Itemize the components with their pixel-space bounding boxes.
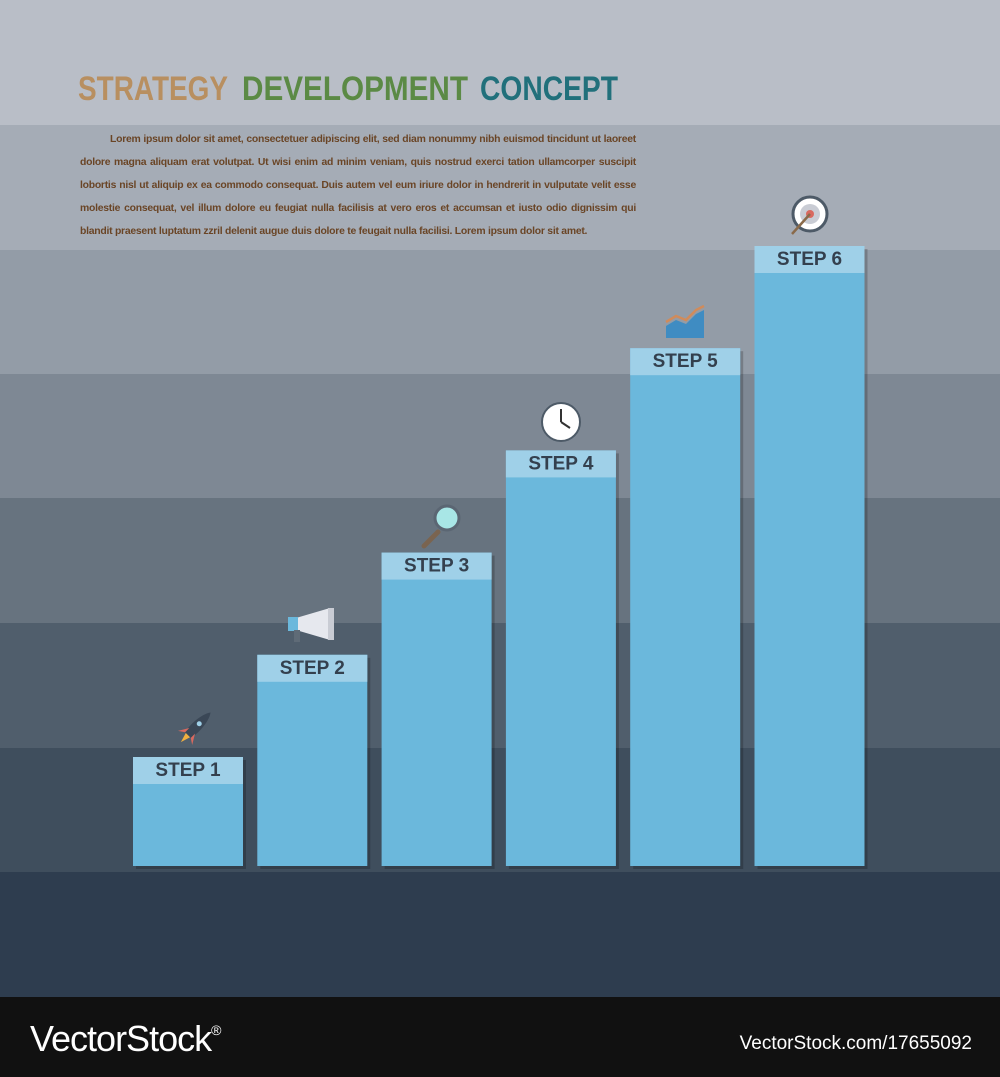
- step-label: STEP 1: [155, 760, 221, 781]
- rocket-icon: [178, 712, 211, 745]
- footer: VectorStock® VectorStock.com/17655092: [30, 1018, 972, 1059]
- step-header: [754, 246, 865, 273]
- step-header: [257, 654, 368, 682]
- icons: [178, 195, 829, 745]
- clock-icon: [541, 402, 581, 442]
- step-label: STEP 6: [777, 249, 842, 270]
- chart-icon: [665, 304, 705, 338]
- brand-mark: ®: [211, 1022, 222, 1038]
- magnifier-icon: [421, 504, 461, 549]
- step-bar: [754, 246, 865, 866]
- step-label: STEP 4: [528, 453, 594, 474]
- body-text: Lorem ipsum dolor sit amet, consectetuer…: [80, 134, 636, 237]
- step-header: [133, 757, 243, 784]
- step-bar: [381, 552, 492, 866]
- image-id: VectorStock.com/17655092: [740, 1033, 972, 1054]
- step-header: [505, 450, 616, 478]
- steps: STEP 1 STEP 2 STEP 3 STEP 4 STEP 5 STEP 6: [133, 246, 868, 869]
- step-header: [381, 552, 492, 580]
- step-label: STEP 2: [280, 658, 345, 679]
- step-label: STEP 3: [404, 556, 469, 577]
- title-part: DEVELOPMENT: [242, 70, 468, 108]
- step-label: STEP 5: [653, 351, 719, 372]
- title-part: STRATEGY: [78, 70, 228, 108]
- brand-name: VectorStock: [30, 1018, 213, 1059]
- megaphone-icon: [288, 608, 334, 642]
- title: STRATEGY DEVELOPMENT CONCEPT: [78, 70, 618, 108]
- step-bar: [630, 348, 741, 866]
- step-bar: [257, 654, 368, 866]
- step-bar: [505, 450, 616, 866]
- brand: VectorStock®: [30, 1018, 222, 1059]
- step-header: [630, 348, 741, 376]
- title-part: CONCEPT: [480, 70, 618, 108]
- target-icon: [791, 195, 829, 235]
